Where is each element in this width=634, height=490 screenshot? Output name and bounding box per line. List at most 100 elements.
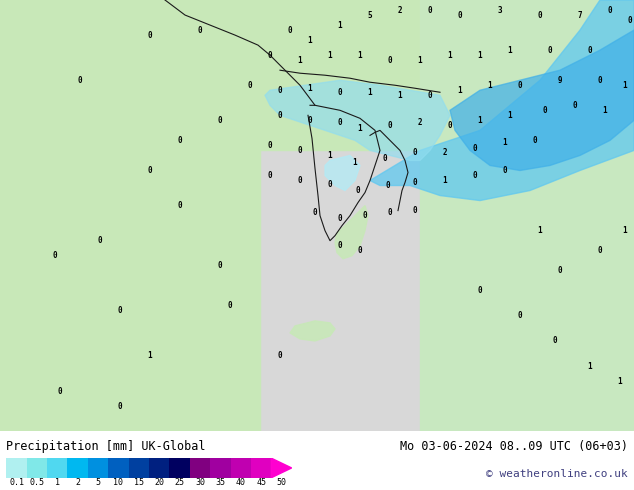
Text: 0: 0 [518, 81, 522, 90]
Text: 0: 0 [278, 111, 282, 120]
Text: 0: 0 [548, 46, 552, 55]
Text: 0: 0 [358, 246, 362, 255]
Text: 0: 0 [607, 5, 612, 15]
Text: 0: 0 [558, 266, 562, 275]
Text: 5: 5 [368, 11, 372, 20]
Text: 0: 0 [356, 186, 360, 195]
Text: 1: 1 [538, 226, 542, 235]
Text: 20: 20 [154, 478, 164, 487]
Text: 0: 0 [477, 286, 482, 295]
Text: Mo 03-06-2024 08..09 UTC (06+03): Mo 03-06-2024 08..09 UTC (06+03) [399, 440, 628, 453]
Text: 1: 1 [623, 81, 627, 90]
Text: 9: 9 [558, 76, 562, 85]
Text: 0: 0 [268, 141, 273, 150]
Text: 0: 0 [118, 306, 122, 316]
Text: 1: 1 [298, 56, 302, 65]
Text: 0: 0 [338, 214, 342, 223]
Text: 0: 0 [448, 121, 452, 130]
Text: Precipitation [mm] UK-Global: Precipitation [mm] UK-Global [6, 440, 206, 453]
Text: 1: 1 [623, 226, 627, 235]
Polygon shape [271, 458, 292, 478]
FancyBboxPatch shape [88, 458, 108, 478]
Text: 0: 0 [313, 208, 317, 217]
FancyBboxPatch shape [251, 458, 271, 478]
Text: 0: 0 [573, 101, 578, 110]
Text: 0: 0 [413, 148, 417, 157]
Text: 0: 0 [413, 206, 417, 215]
Text: 0: 0 [228, 301, 232, 310]
Text: 0: 0 [363, 211, 367, 220]
Text: 1: 1 [328, 151, 332, 160]
Text: 0.1: 0.1 [9, 478, 24, 487]
Text: 0: 0 [387, 208, 392, 217]
Text: 0: 0 [473, 171, 477, 180]
Text: 30: 30 [195, 478, 205, 487]
FancyBboxPatch shape [27, 458, 47, 478]
Text: 1: 1 [508, 46, 512, 55]
Polygon shape [325, 155, 360, 191]
Text: 0: 0 [385, 181, 391, 190]
Text: 0: 0 [53, 251, 57, 260]
Text: 0: 0 [598, 76, 602, 85]
Text: 1: 1 [603, 106, 607, 115]
Text: 15: 15 [134, 478, 144, 487]
Text: © weatheronline.co.uk: © weatheronline.co.uk [486, 469, 628, 479]
Text: 0: 0 [553, 337, 557, 345]
Text: 3: 3 [498, 5, 502, 15]
Polygon shape [450, 30, 634, 171]
Text: 1: 1 [488, 81, 493, 90]
Text: 2: 2 [443, 148, 448, 157]
Text: 1: 1 [477, 116, 482, 125]
Text: 0: 0 [338, 118, 342, 127]
Text: 1: 1 [618, 376, 623, 386]
Text: 0: 0 [58, 387, 62, 395]
Polygon shape [420, 0, 634, 431]
Text: 1: 1 [307, 84, 313, 93]
Text: 1: 1 [588, 362, 592, 370]
Text: 0: 0 [217, 261, 223, 270]
Text: 0: 0 [428, 91, 432, 100]
Text: 40: 40 [236, 478, 246, 487]
Polygon shape [265, 80, 450, 160]
Polygon shape [270, 95, 380, 121]
Text: 1: 1 [307, 36, 313, 45]
Text: 0: 0 [118, 402, 122, 411]
Text: 1: 1 [358, 50, 362, 60]
Text: 0: 0 [178, 136, 183, 145]
Text: 0: 0 [288, 25, 292, 35]
FancyBboxPatch shape [47, 458, 67, 478]
Text: 1: 1 [358, 124, 362, 133]
Text: 0: 0 [383, 154, 387, 163]
Text: 0: 0 [518, 311, 522, 320]
FancyBboxPatch shape [149, 458, 169, 478]
Text: 0: 0 [268, 171, 273, 180]
Polygon shape [0, 0, 260, 431]
Text: 0: 0 [338, 241, 342, 250]
Text: 1: 1 [353, 158, 358, 167]
FancyBboxPatch shape [129, 458, 149, 478]
Text: 2: 2 [398, 5, 403, 15]
Text: 1: 1 [477, 50, 482, 60]
Text: 45: 45 [256, 478, 266, 487]
Text: 1: 1 [448, 50, 452, 60]
Polygon shape [290, 321, 335, 341]
Text: 0: 0 [458, 11, 462, 20]
Text: 0: 0 [598, 246, 602, 255]
Text: 5: 5 [96, 478, 101, 487]
Text: 0: 0 [588, 46, 592, 55]
Text: 2: 2 [418, 118, 422, 127]
Text: 0: 0 [278, 86, 282, 95]
Text: 0: 0 [307, 116, 313, 125]
Text: 1: 1 [55, 478, 60, 487]
Polygon shape [215, 206, 240, 245]
Text: 1: 1 [458, 86, 462, 95]
Polygon shape [0, 0, 634, 150]
FancyBboxPatch shape [190, 458, 210, 478]
Text: 1: 1 [148, 351, 152, 361]
Text: 2: 2 [75, 478, 80, 487]
Text: 1: 1 [418, 56, 422, 65]
Text: 0: 0 [628, 16, 632, 24]
FancyBboxPatch shape [169, 458, 190, 478]
Text: 1: 1 [328, 50, 332, 60]
Text: 0: 0 [533, 136, 537, 145]
